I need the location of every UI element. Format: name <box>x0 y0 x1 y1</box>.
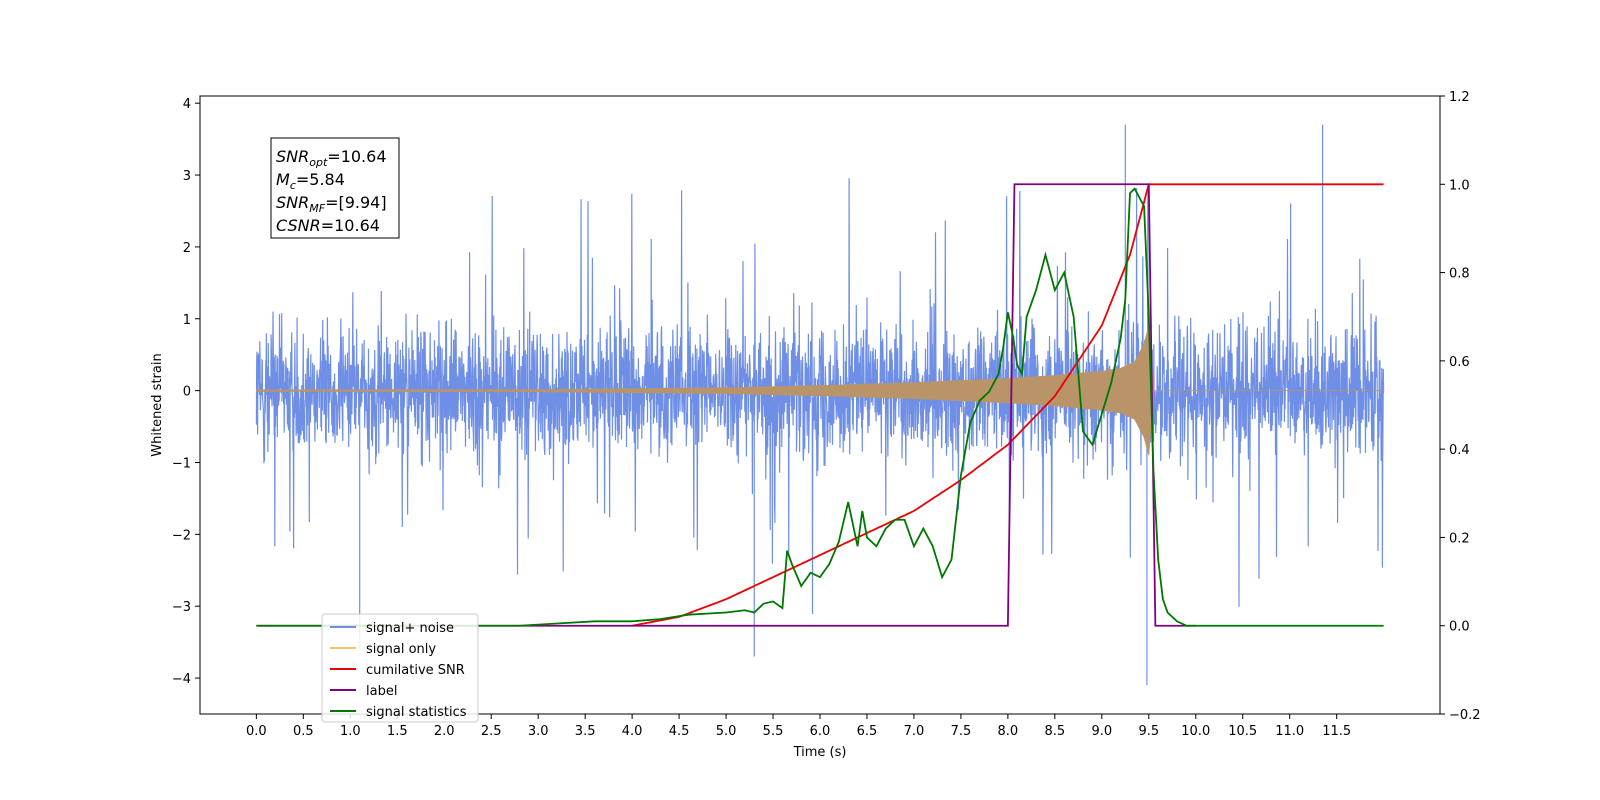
x-tick-label: 1.0 <box>340 724 361 739</box>
x-tick-label: 3.5 <box>575 724 596 739</box>
x-tick-label: 2.5 <box>481 724 502 739</box>
x-tick-label: 5.0 <box>716 724 737 739</box>
y2-tick-label: 0.8 <box>1449 267 1470 282</box>
legend-label: signal only <box>366 642 436 657</box>
x-tick-label: 8.0 <box>998 724 1019 739</box>
legend-label: signal statistics <box>366 705 467 720</box>
x-tick-label: 9.0 <box>1091 724 1112 739</box>
y-tick-label: −2 <box>172 528 191 543</box>
y-axis-label: Whitened strain <box>150 353 165 456</box>
y-tick-label: −3 <box>172 600 191 615</box>
legend-label: cumilative SNR <box>366 663 465 678</box>
x-tick-label: 7.0 <box>904 724 925 739</box>
x-axis-label: Time (s) <box>793 745 847 760</box>
plot-area <box>255 124 1385 686</box>
series-cumulative-snr <box>631 183 1384 627</box>
x-tick-label: 4.0 <box>622 724 643 739</box>
y-axis-left: −4 −3 −2 −1 0 1 2 3 4 <box>172 97 200 687</box>
series-signal-statistics <box>256 187 1384 627</box>
y2-tick-label: 0.4 <box>1449 443 1470 458</box>
legend-label: signal+ noise <box>366 621 454 636</box>
y2-tick-label: 0.6 <box>1449 355 1470 370</box>
annotation-line: SNRopt=10.64 <box>276 147 387 169</box>
series-signal-only <box>255 325 1384 456</box>
y2-tick-label: 0.0 <box>1449 620 1470 635</box>
x-axis: 0.0 0.5 1.0 1.5 2.0 2.5 3.0 3.5 4.0 4.5 5.0 5.5 6.0 6… <box>246 714 1351 739</box>
x-tick-label: 5.5 <box>763 724 784 739</box>
y2-tick-label: 1.0 <box>1449 178 1470 193</box>
annotation-line: Mc=5.84 <box>276 170 345 192</box>
x-tick-label: 11.5 <box>1322 724 1351 739</box>
x-tick-label: 10.0 <box>1181 724 1210 739</box>
legend-frame <box>321 613 479 723</box>
annotation-frame <box>270 137 400 239</box>
x-tick-label: 4.5 <box>669 724 690 739</box>
legend-label: label <box>366 684 397 699</box>
y-tick-label: 3 <box>183 169 191 184</box>
annotation-line: SNRMF=[9.94] <box>276 193 387 215</box>
y-tick-label: 4 <box>183 97 191 112</box>
series-label <box>256 183 1196 627</box>
annotation-line: CSNR=10.64 <box>276 216 380 235</box>
x-tick-label: 2.0 <box>434 724 455 739</box>
x-tick-label: 10.5 <box>1228 724 1257 739</box>
x-tick-label: 6.5 <box>857 724 878 739</box>
x-tick-label: 1.5 <box>387 724 408 739</box>
y-tick-label: −4 <box>172 672 191 687</box>
y-axis-right: −0.2 0.0 0.2 0.4 0.6 0.8 1.0 1.2 <box>1440 90 1481 723</box>
y-tick-label: 2 <box>183 241 191 256</box>
x-tick-label: 7.5 <box>951 724 972 739</box>
y-tick-label: 0 <box>183 385 191 400</box>
x-tick-label: 0.0 <box>246 724 267 739</box>
y2-tick-label: −0.2 <box>1449 708 1481 723</box>
y-tick-label: −1 <box>172 456 191 471</box>
x-tick-label: 6.0 <box>810 724 831 739</box>
y2-tick-label: 0.2 <box>1449 531 1470 546</box>
x-tick-label: 11.0 <box>1275 724 1304 739</box>
x-tick-label: 0.5 <box>293 724 314 739</box>
x-tick-label: 3.0 <box>528 724 549 739</box>
x-tick-label: 9.5 <box>1138 724 1159 739</box>
y2-tick-label: 1.2 <box>1449 90 1470 105</box>
series-signal-noise <box>255 178 1385 615</box>
x-tick-label: 8.5 <box>1045 724 1066 739</box>
legend: signal+ noise signal only cumilative SNR la… <box>321 613 479 723</box>
y-tick-label: 1 <box>183 313 191 328</box>
annotation-box: SNRopt=10.64Mc=5.84SNRMF=[9.94]CSNR=10.6… <box>270 137 400 239</box>
